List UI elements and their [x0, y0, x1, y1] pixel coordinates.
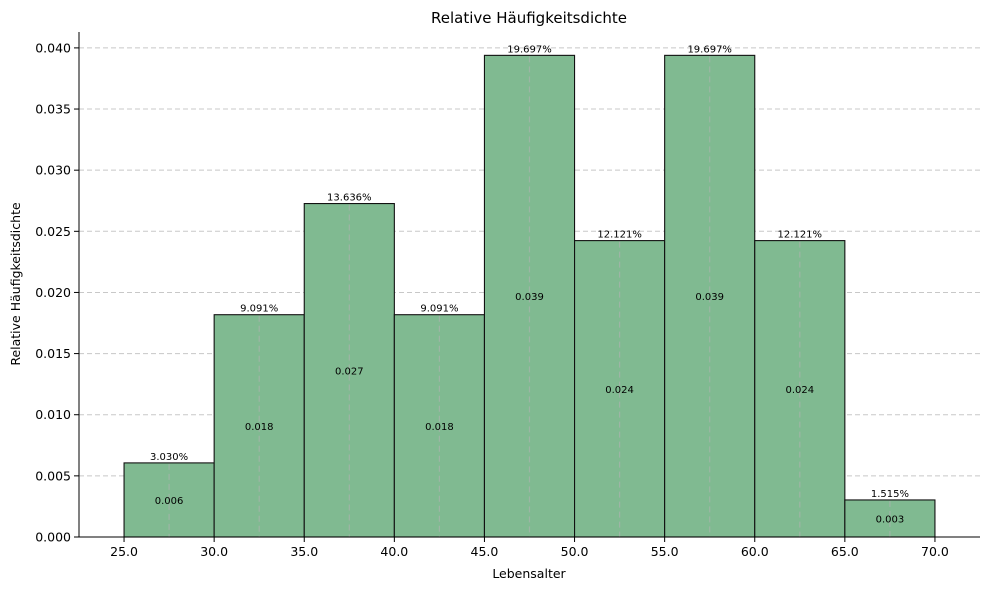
value-label: 0.024 — [785, 385, 814, 396]
bar-labels: 3.030% 0.006 9.091% 0.018 13.636% 0.027 9.091%… — [150, 44, 909, 525]
value-label: 0.018 — [425, 422, 454, 433]
bin-center-lines — [168, 56, 891, 537]
y-tick-label: 0.030 — [35, 163, 71, 178]
x-tick-label: 70.0 — [921, 544, 949, 559]
percent-label: 12.121% — [778, 230, 823, 241]
value-label: 0.003 — [876, 514, 905, 525]
percent-label: 9.091% — [240, 304, 278, 315]
percent-label: 1.515% — [871, 489, 909, 500]
y-tick-label: 0.025 — [35, 224, 71, 239]
percent-label: 9.091% — [420, 304, 458, 315]
x-tick-label: 55.0 — [651, 544, 679, 559]
y-axis-title: Relative Häufigkeitsdichte — [8, 202, 23, 366]
percent-label: 13.636% — [327, 193, 372, 204]
histogram-bar — [844, 499, 936, 538]
percent-label: 19.697% — [507, 44, 552, 55]
x-tick-label: 30.0 — [200, 544, 228, 559]
x-tick-label: 40.0 — [380, 544, 408, 559]
y-tick-label: 0.015 — [35, 346, 71, 361]
value-label: 0.039 — [695, 292, 724, 303]
x-tick-label: 50.0 — [561, 544, 589, 559]
value-label: 0.018 — [245, 422, 274, 433]
percent-label: 19.697% — [687, 44, 732, 55]
y-tick-label: 0.000 — [35, 530, 71, 545]
y-tick-label: 0.020 — [35, 285, 71, 300]
x-tick-label: 65.0 — [831, 544, 859, 559]
chart-title: Relative Häufigkeitsdichte — [431, 9, 627, 27]
x-tick-label: 35.0 — [290, 544, 318, 559]
y-tick-label: 0.035 — [35, 102, 71, 117]
y-tick-label: 0.040 — [35, 40, 71, 55]
percent-label: 3.030% — [150, 452, 188, 463]
percent-label: 12.121% — [597, 230, 642, 241]
y-tick-label: 0.005 — [35, 468, 71, 483]
x-tick-label: 45.0 — [471, 544, 499, 559]
value-label: 0.006 — [155, 496, 184, 507]
y-tick-label: 0.010 — [35, 407, 71, 422]
x-axis-title: Lebensalter — [492, 566, 566, 581]
axes: 0.000 0.005 0.010 0.015 0.020 0.025 0.030 0.035… — [35, 32, 980, 559]
value-label: 0.027 — [335, 366, 364, 377]
value-label: 0.024 — [605, 385, 634, 396]
value-label: 0.039 — [515, 292, 544, 303]
x-tick-label: 60.0 — [741, 544, 769, 559]
x-tick-label: 25.0 — [110, 544, 138, 559]
